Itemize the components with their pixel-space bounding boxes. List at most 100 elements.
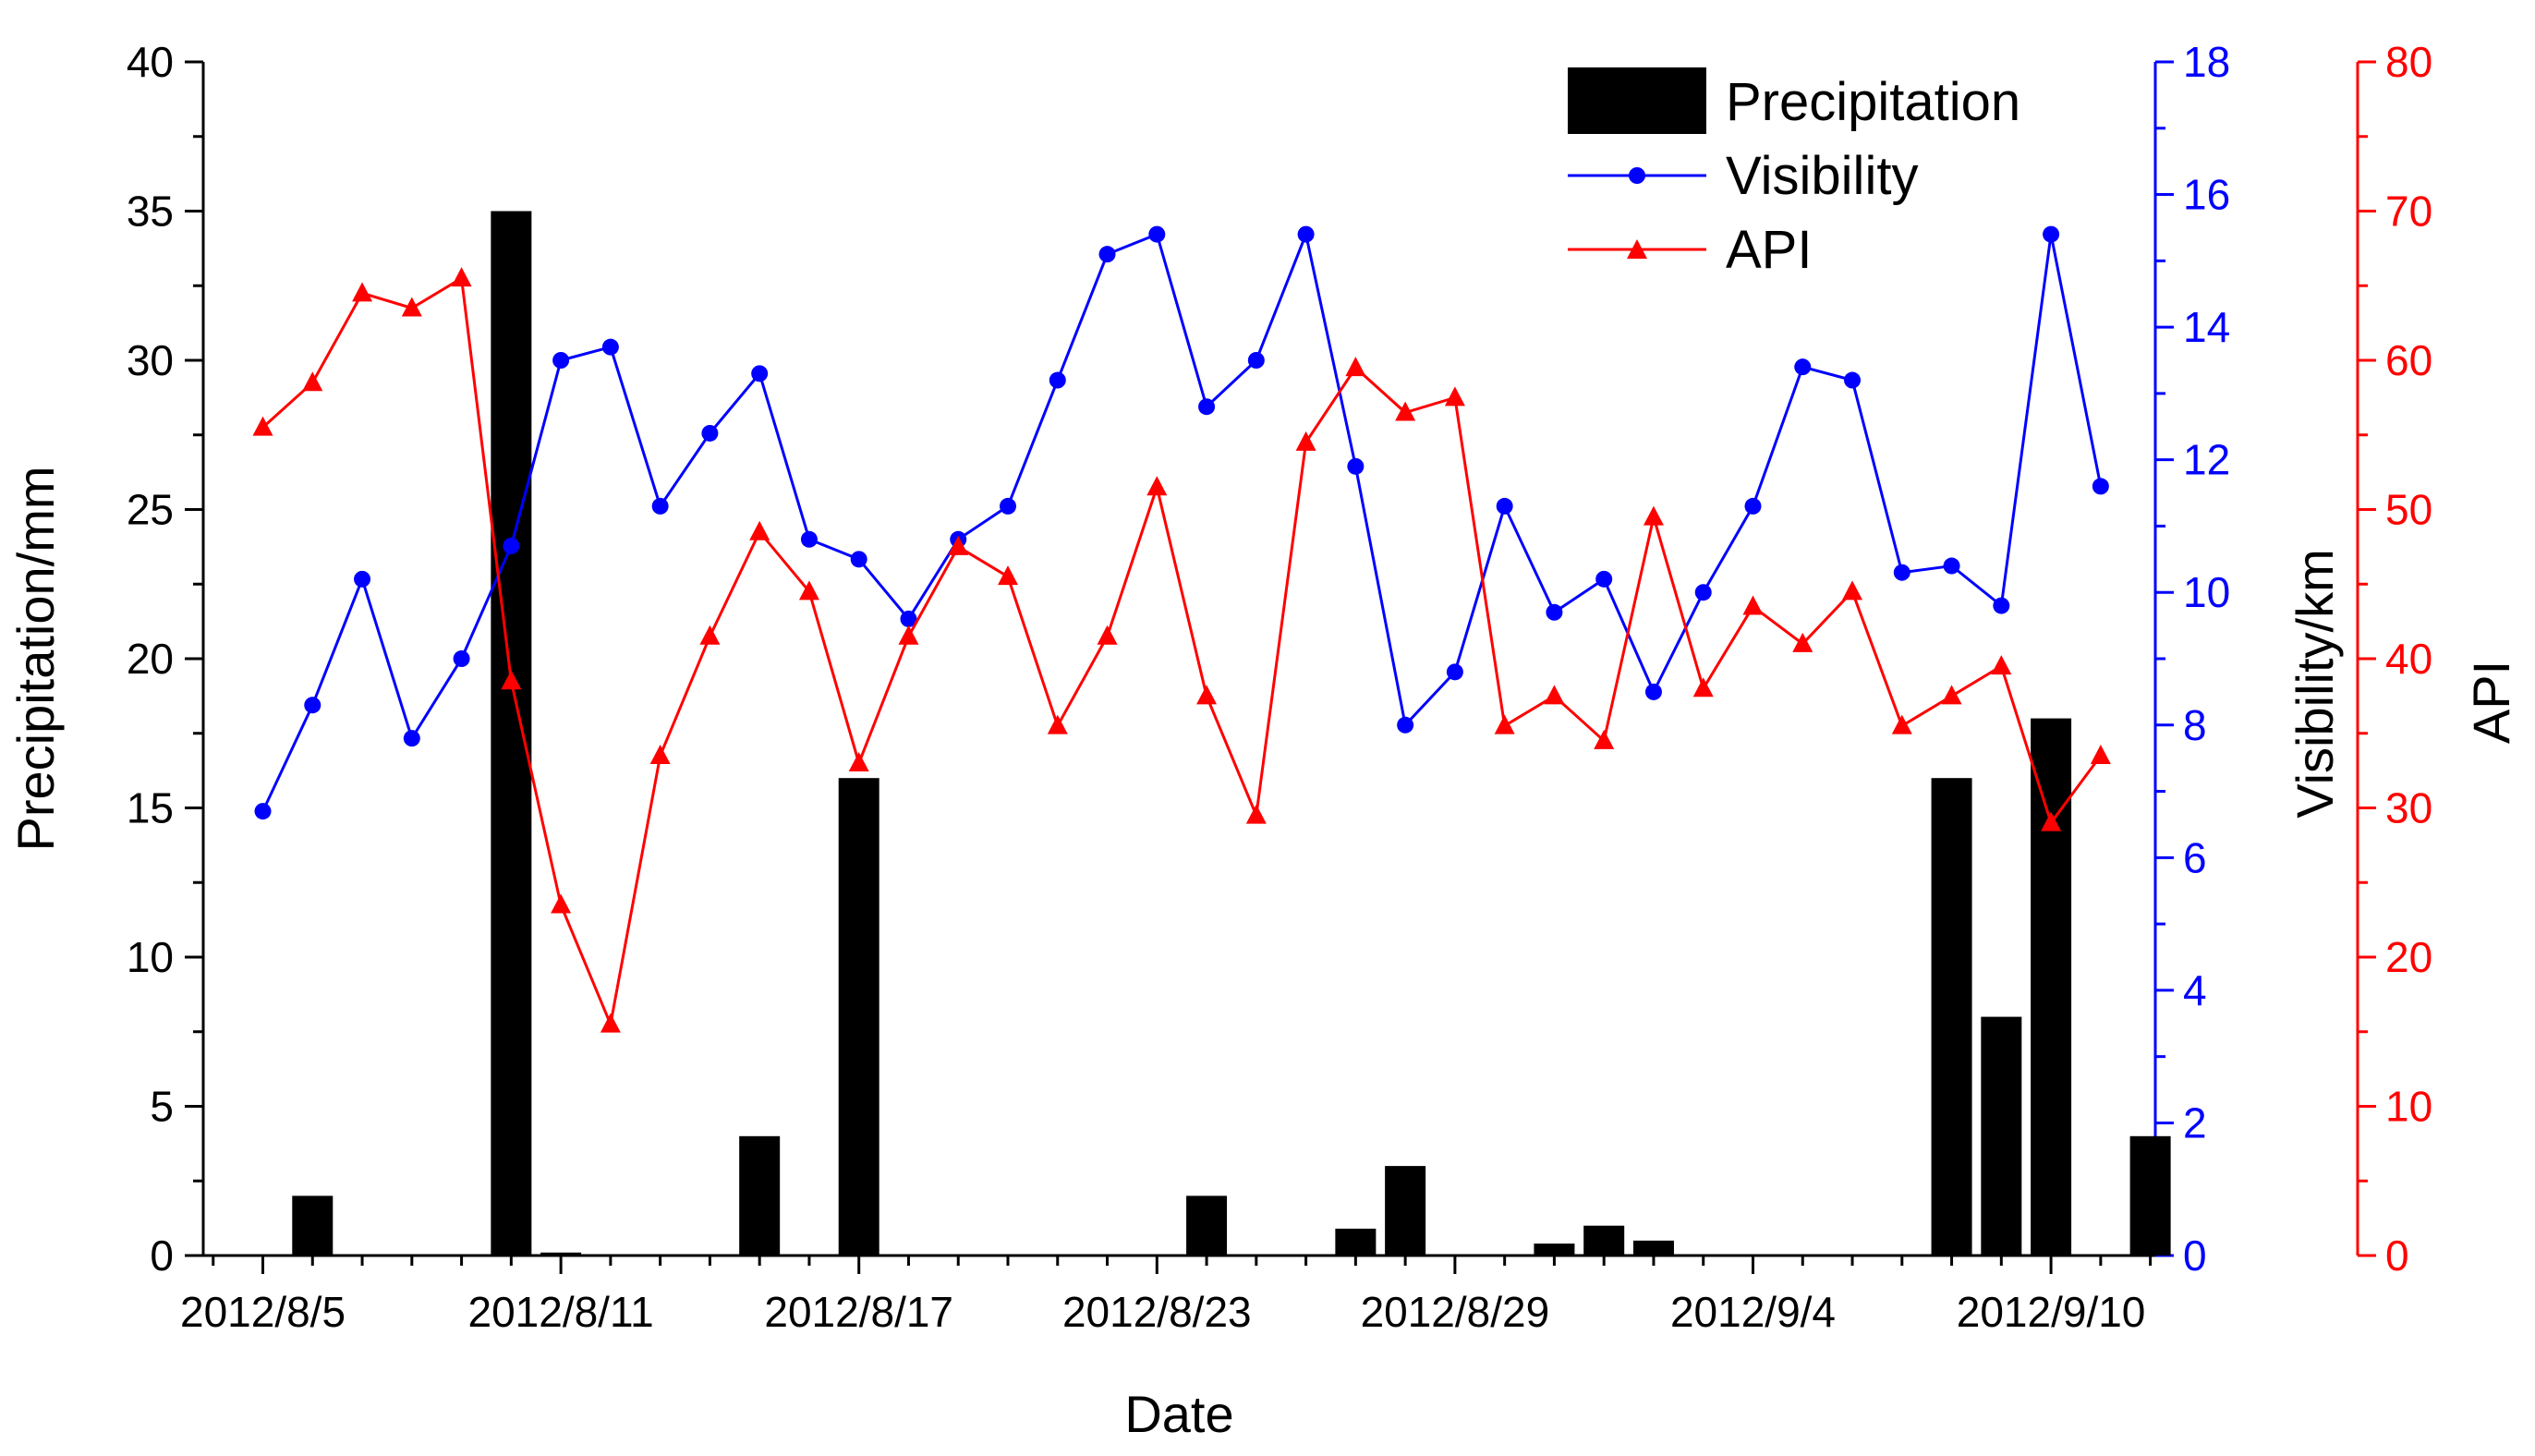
visibility-point	[800, 530, 818, 548]
api-point	[1941, 685, 1962, 705]
api-tick-label: 80	[2385, 38, 2432, 86]
legend-precipitation-label: Precipitation	[1726, 72, 2020, 132]
api-point	[1544, 685, 1565, 705]
legend-api-marker	[1627, 239, 1647, 259]
visibility-point	[1000, 497, 1017, 515]
api-point	[1295, 431, 1316, 451]
precipitation-bars	[292, 211, 2171, 1256]
api-tick-label: 40	[2385, 635, 2432, 683]
x-tick-label: 2012/8/29	[1361, 1288, 1550, 1336]
visibility-tick-label: 8	[2183, 701, 2207, 749]
api-point	[749, 520, 770, 540]
left-tick-label: 10	[127, 933, 174, 981]
visibility-point	[1446, 663, 1463, 681]
api-tick-label: 0	[2385, 1232, 2409, 1280]
legend: Precipitation Visibility API	[1568, 67, 2020, 280]
left-tick-label: 40	[127, 38, 174, 86]
precipitation-bar	[1632, 1240, 1674, 1256]
precipitation-bar	[292, 1195, 334, 1256]
visibility-point	[651, 497, 669, 515]
api-axis-title: API	[2462, 661, 2520, 744]
visibility-tick-label: 16	[2183, 171, 2230, 219]
api-tick-label: 60	[2385, 336, 2432, 384]
visibility-point	[403, 730, 420, 747]
left-tick-label: 30	[127, 336, 174, 384]
api-point	[1395, 401, 1416, 421]
visibility-point	[1247, 352, 1265, 369]
api-point	[302, 371, 323, 392]
api-point	[898, 625, 919, 645]
precipitation-bar	[1385, 1166, 1426, 1256]
visibility-tick-label: 12	[2183, 436, 2230, 484]
api-point	[1444, 386, 1465, 406]
x-tick-label: 2012/9/10	[1957, 1288, 2146, 1336]
precipitation-bar	[1335, 1228, 1377, 1256]
api-point	[649, 744, 671, 764]
visibility-point	[1844, 371, 1862, 389]
precipitation-bar	[491, 211, 532, 1256]
visibility-point	[601, 338, 619, 356]
visibility-point	[354, 570, 371, 588]
visibility-point	[2092, 478, 2109, 495]
api-point	[1345, 357, 1366, 377]
api-point	[2041, 811, 2062, 831]
api-point	[1146, 476, 1168, 496]
visibility-point	[1198, 398, 1216, 416]
visibility-point	[2043, 225, 2060, 243]
plot-axes: 0 5 10 15 20 25 30 35 40 0 2 4 6 8 10 12 14 16 18 0 10 20 30 40…	[127, 38, 2432, 1336]
api-point	[1991, 655, 2012, 675]
api-point	[1196, 685, 1218, 705]
precipitation-bar	[1186, 1195, 1228, 1256]
left-axis-title: Precipitation/mm	[6, 466, 65, 851]
visibility-tick-label: 10	[2183, 568, 2230, 616]
left-tick-label: 20	[127, 635, 174, 683]
visibility-point	[1595, 570, 1613, 588]
api-point	[1245, 804, 1267, 824]
series-lines	[252, 225, 2111, 1033]
visibility-point	[254, 803, 272, 820]
visibility-tick-label: 14	[2183, 303, 2230, 351]
api-point	[699, 625, 721, 645]
api-point	[1742, 595, 1764, 615]
precipitation-bar	[739, 1135, 781, 1256]
api-point	[1792, 632, 1813, 652]
api-tick-label: 30	[2385, 784, 2432, 832]
left-tick-label: 35	[127, 188, 174, 236]
api-point	[1842, 580, 1863, 601]
visibility-point	[1794, 358, 1812, 376]
visibility-point	[701, 424, 719, 442]
precipitation-bar	[1981, 1016, 2022, 1256]
precipitation-bar	[2129, 1135, 2171, 1256]
visibility-point	[900, 610, 917, 627]
x-tick-label: 2012/8/17	[764, 1288, 953, 1336]
api-point	[1594, 729, 1615, 749]
api-point	[998, 565, 1019, 586]
api-point	[798, 580, 819, 601]
visibility-point	[1148, 225, 1166, 243]
api-tick-label: 10	[2385, 1083, 2432, 1131]
visibility-point	[304, 697, 321, 714]
visibility-point	[1546, 603, 1563, 621]
legend-api-label: API	[1726, 220, 1813, 280]
visibility-tick-label: 2	[2183, 1098, 2207, 1147]
visibility-tick-label: 4	[2183, 966, 2207, 1014]
api-point	[501, 670, 522, 690]
left-tick-label: 15	[127, 784, 174, 832]
visibility-point	[552, 352, 570, 369]
api-point	[1891, 714, 1912, 734]
api-point	[551, 893, 572, 914]
visibility-point	[1098, 246, 1116, 263]
visibility-axis-title: Visibility/km	[2286, 549, 2344, 818]
api-point	[948, 535, 969, 555]
api-point	[1643, 505, 1664, 526]
api-point	[451, 267, 472, 287]
api-point	[848, 752, 869, 772]
api-point	[2090, 744, 2111, 764]
api-point	[1692, 677, 1714, 698]
precipitation-bar	[838, 778, 879, 1256]
api-point	[1047, 714, 1068, 734]
legend-precipitation-swatch	[1568, 67, 1706, 134]
x-tick-label: 2012/9/4	[1670, 1288, 1836, 1336]
precipitation-bar	[1931, 778, 1972, 1256]
